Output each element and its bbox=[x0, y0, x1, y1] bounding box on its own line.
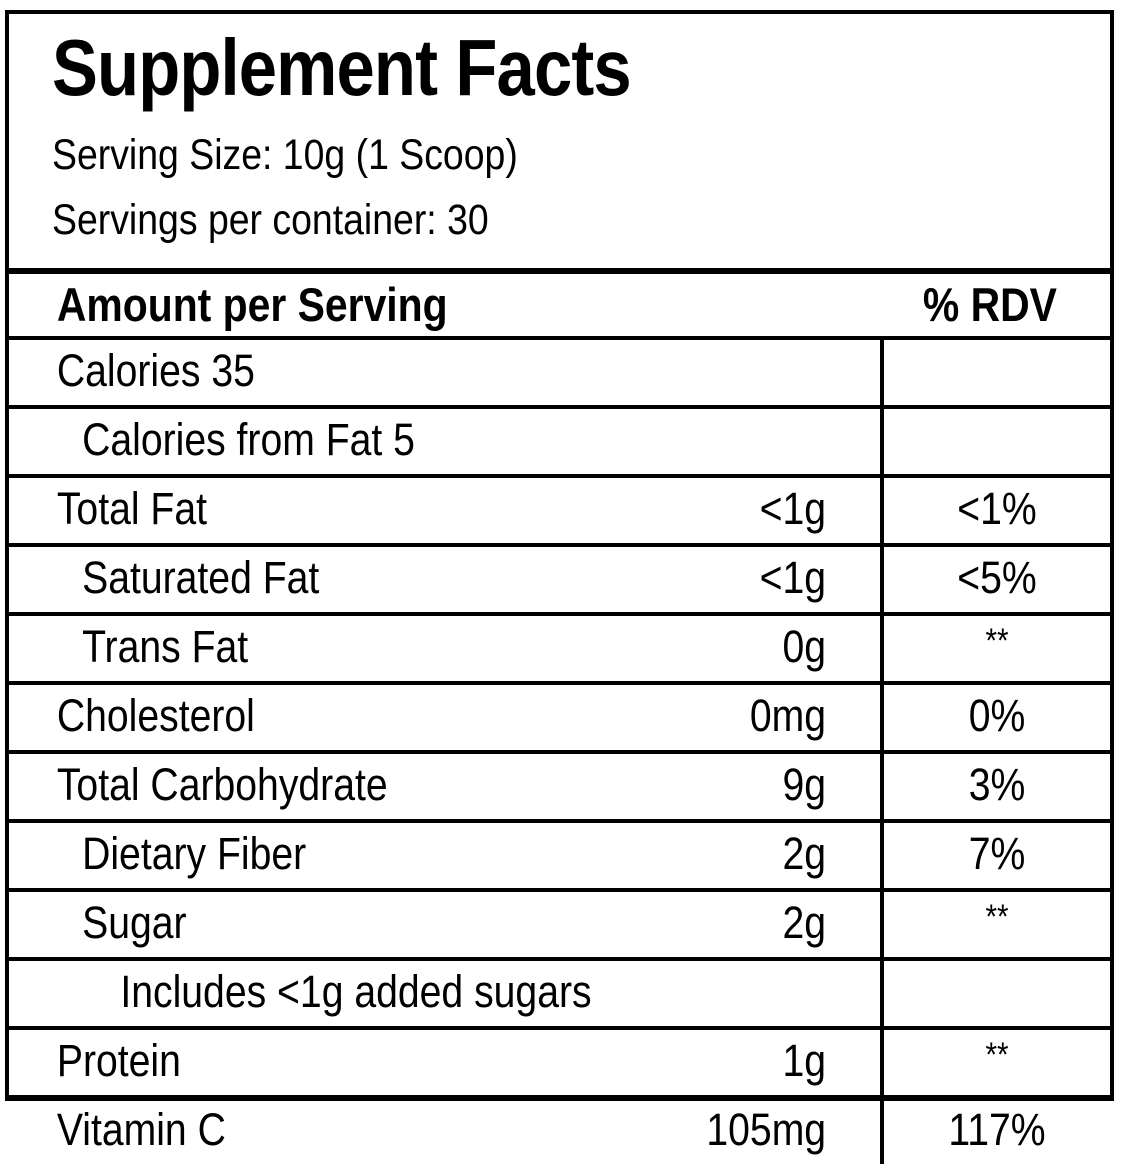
nutrient-name-cell: Cholesterol bbox=[9, 683, 639, 754]
nutrient-amount-cell: 0g bbox=[639, 614, 883, 685]
table-row: Saturated Fat <1g <5% bbox=[9, 545, 1111, 616]
nutrient-amount-cell: <1g bbox=[639, 476, 883, 547]
nutrient-rdv-cell: <5% bbox=[880, 545, 1111, 616]
double-asterisk-icon: ** bbox=[985, 898, 1009, 936]
nutrient-name: Includes <1g added sugars bbox=[120, 966, 592, 1017]
nutrient-amount-cell: 2g bbox=[639, 821, 883, 892]
page-title: Supplement Facts bbox=[52, 23, 632, 112]
amount-per-serving-header: Amount per Serving bbox=[56, 278, 448, 331]
nutrient-name: Protein bbox=[56, 1035, 181, 1086]
nutrient-name-cell: Calories from Fat 5 bbox=[9, 407, 883, 478]
nutrient-amount: 2g bbox=[782, 828, 827, 879]
nutrient-name-cell: Total Fat bbox=[9, 476, 639, 547]
nutrient-amount-cell: 1g bbox=[639, 1028, 883, 1099]
nutrient-rdv: <5% bbox=[957, 552, 1037, 603]
supplement-facts-label: Supplement Facts Serving Size: 10g (1 Sc… bbox=[5, 10, 1114, 1164]
nutrient-name: Vitamin C bbox=[56, 1104, 226, 1155]
double-asterisk-icon: ** bbox=[985, 1036, 1009, 1074]
rdv-header: % RDV bbox=[922, 278, 1057, 331]
serving-size-text: Serving Size: 10g (1 Scoop) bbox=[52, 131, 518, 179]
nutrient-amount: 2g bbox=[782, 897, 827, 948]
nutrient-name: Calories from Fat 5 bbox=[82, 414, 415, 465]
nutrient-rdv: 3% bbox=[968, 759, 1026, 810]
table-row: Trans Fat 0g ** bbox=[9, 614, 1111, 685]
nutrient-name-cell: Sugar bbox=[9, 890, 639, 961]
nutrient-name: Dietary Fiber bbox=[82, 828, 307, 879]
nutrient-name: Cholesterol bbox=[56, 690, 255, 741]
header-divider bbox=[9, 268, 1110, 274]
servings-per-container-text: Servings per container: 30 bbox=[52, 196, 489, 244]
nutrient-amount-cell: 2g bbox=[639, 890, 883, 961]
nutrient-rdv-cell: ** bbox=[880, 890, 1111, 961]
nutrient-rdv-cell: ** bbox=[880, 1028, 1111, 1099]
nutrition-table: Amount per Serving % RDV Calories 35 Calo… bbox=[9, 274, 1111, 1164]
table-row: Calories from Fat 5 bbox=[9, 407, 1111, 478]
nutrient-rdv: 7% bbox=[968, 828, 1026, 879]
double-asterisk-icon: ** bbox=[985, 622, 1009, 660]
nutrient-amount: 0g bbox=[782, 621, 827, 672]
nutrient-amount: 9g bbox=[782, 759, 827, 810]
nutrient-rdv-cell: <1% bbox=[880, 476, 1111, 547]
table-row: Includes <1g added sugars bbox=[9, 959, 1111, 1030]
table-row: Total Fat <1g <1% bbox=[9, 476, 1111, 547]
rdv-footnote-marker: ** bbox=[899, 616, 1096, 678]
nutrient-amount-cell: 0mg bbox=[639, 683, 883, 754]
nutrient-amount: 105mg bbox=[706, 1104, 827, 1155]
nutrient-rdv-cell: 0% bbox=[880, 683, 1111, 754]
nutrient-amount: 0mg bbox=[749, 690, 827, 741]
nutrient-name: Saturated Fat bbox=[82, 552, 320, 603]
nutrient-amount-cell: <1g bbox=[639, 545, 883, 616]
table-header-row: Amount per Serving % RDV bbox=[9, 274, 1111, 340]
nutrient-name: Calories 35 bbox=[56, 345, 255, 396]
nutrient-name-cell: Saturated Fat bbox=[9, 545, 639, 616]
nutrient-rdv-cell: 3% bbox=[880, 752, 1111, 823]
nutrient-name-cell: Dietary Fiber bbox=[9, 821, 639, 892]
table-row: Calories 35 bbox=[9, 338, 1111, 409]
nutrient-name-cell: Protein bbox=[9, 1028, 639, 1099]
table-row: Cholesterol 0mg 0% bbox=[9, 683, 1111, 754]
rdv-footnote-marker: ** bbox=[899, 1030, 1096, 1092]
nutrient-name: Total Fat bbox=[56, 483, 207, 534]
nutrient-rdv-cell: 117% bbox=[880, 1097, 1111, 1164]
nutrient-rdv: <1% bbox=[957, 483, 1037, 534]
table-row: Vitamin C 105mg 117% bbox=[9, 1097, 1111, 1164]
nutrient-name-cell: Total Carbohydrate bbox=[9, 752, 639, 823]
table-row: Total Carbohydrate 9g 3% bbox=[9, 752, 1111, 823]
table-row: Sugar 2g ** bbox=[9, 890, 1111, 961]
nutrient-name-cell: Includes <1g added sugars bbox=[9, 959, 883, 1030]
nutrient-rdv: 0% bbox=[968, 690, 1026, 741]
nutrient-amount: 1g bbox=[782, 1035, 827, 1086]
nutrient-rdv: 117% bbox=[948, 1104, 1046, 1155]
table-row: Protein 1g ** bbox=[9, 1028, 1111, 1099]
label-header: Supplement Facts Serving Size: 10g (1 Sc… bbox=[9, 28, 1110, 242]
nutrient-name: Sugar bbox=[82, 897, 187, 948]
nutrient-rdv-cell bbox=[880, 407, 1111, 478]
table-row: Dietary Fiber 2g 7% bbox=[9, 821, 1111, 892]
nutrient-amount-cell: 105mg bbox=[639, 1097, 882, 1164]
amount-per-serving-header-cell: Amount per Serving bbox=[9, 274, 883, 340]
nutrient-rdv-cell: ** bbox=[880, 614, 1111, 685]
nutrient-amount: <1g bbox=[759, 483, 827, 534]
rdv-footnote-marker: ** bbox=[899, 892, 1096, 954]
nutrient-rdv-cell: 7% bbox=[880, 821, 1111, 892]
nutrient-name-cell: Trans Fat bbox=[9, 614, 639, 685]
nutrient-name-cell: Vitamin C bbox=[9, 1097, 639, 1164]
nutrient-name: Total Carbohydrate bbox=[56, 759, 388, 810]
rdv-header-cell: % RDV bbox=[882, 274, 1111, 340]
nutrient-amount: <1g bbox=[759, 552, 827, 603]
nutrient-name: Trans Fat bbox=[82, 621, 249, 672]
nutrient-rdv-cell bbox=[880, 338, 1111, 409]
nutrient-amount-cell: 9g bbox=[639, 752, 883, 823]
nutrient-rdv-cell bbox=[880, 959, 1111, 1030]
nutrient-name-cell: Calories 35 bbox=[9, 338, 883, 409]
